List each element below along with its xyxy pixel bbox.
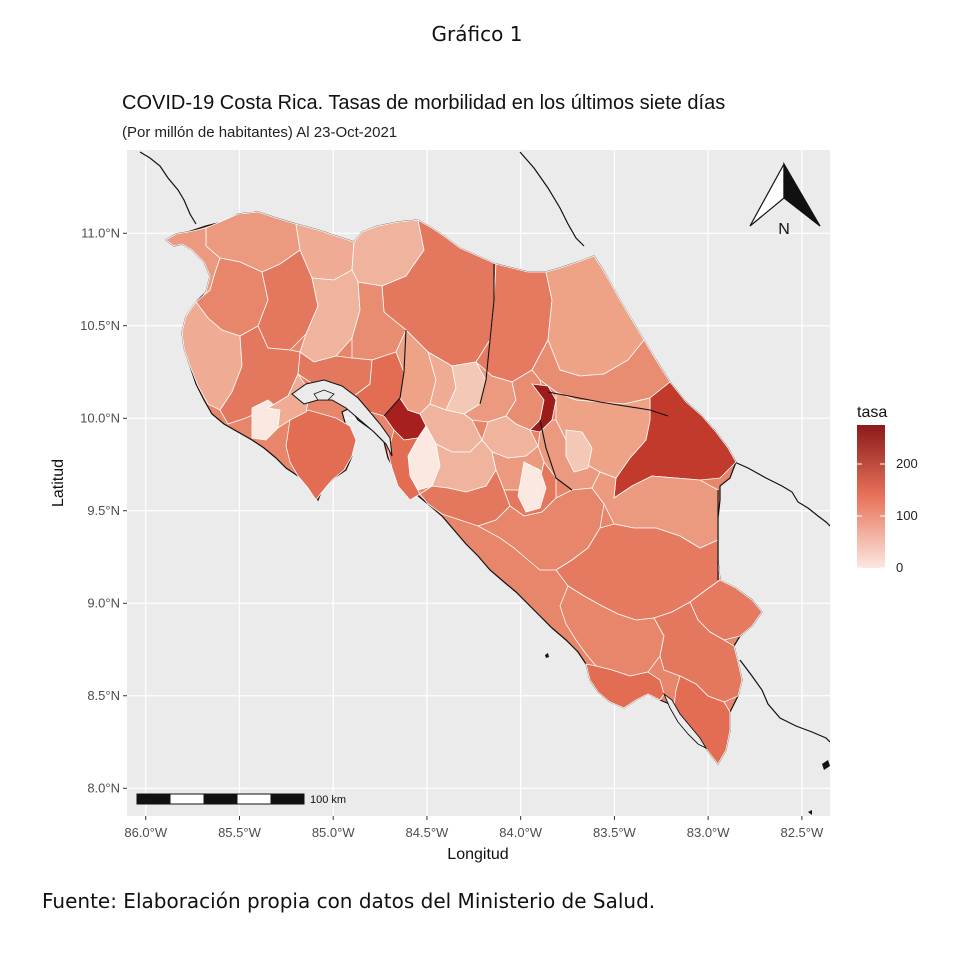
x-axis-ticks: 86.0°W 85.5°W 85.0°W 84.5°W 84.0°W 83.5°W 83.0…: [124, 816, 824, 840]
legend-tick-label-1: 100: [896, 508, 918, 523]
golfo-dulce: [662, 692, 708, 750]
scale-label: 100 km: [310, 794, 346, 806]
y-tick-label-5: 8.5°N: [87, 688, 120, 703]
scale-seg-2: [169, 793, 205, 805]
x-tick-label-7: 82.5°W: [780, 825, 824, 840]
y-axis-title: Latitud: [50, 459, 67, 507]
x-axis-title: Longitud: [447, 846, 508, 863]
legend-tick-label-0: 200: [896, 456, 918, 471]
x-tick-label-2: 85.0°W: [312, 825, 356, 840]
legend: tasa 200 100 0: [857, 404, 918, 575]
x-tick-label-3: 84.5°W: [406, 825, 450, 840]
scale-seg-1: [136, 793, 171, 805]
legend-title: tasa: [857, 404, 887, 421]
figure-caption: Gráfico 1: [431, 22, 523, 46]
scale-seg-3: [203, 793, 238, 805]
scale-seg-5: [270, 793, 305, 805]
scale-bar: 100 km: [136, 793, 346, 806]
chart-subtitle: (Por millón de habitantes) Al 23-Oct-202…: [122, 124, 398, 141]
region-dota: [517, 461, 547, 513]
legend-ticks: 200 100 0: [857, 456, 918, 575]
island-1: [545, 653, 549, 658]
nicoya-peninsula: [285, 409, 357, 501]
island-2: [822, 760, 830, 770]
province-border-east: [547, 391, 669, 417]
y-tick-label-1: 10.5°N: [80, 318, 120, 333]
y-axis-ticks: 11.0°N 10.5°N 10.0°N 9.5°N 9.0°N 8.5°N 8.0°N: [80, 225, 127, 795]
region-osa-peninsula: [585, 663, 665, 709]
panama-coastline-south: [739, 659, 830, 743]
chira-island: [313, 389, 335, 401]
region-jimenez: [565, 429, 593, 473]
scale-seg-4: [236, 793, 272, 805]
region-canas: [299, 269, 361, 363]
chart-title: COVID-19 Costa Rica. Tasas de morbilidad…: [122, 92, 726, 114]
region-golfito: [653, 601, 743, 703]
y-tick-label-2: 10.0°N: [80, 410, 120, 425]
legend-colorbar: [857, 425, 885, 568]
north-arrow-label: N: [778, 221, 790, 238]
region-parrita: [419, 469, 511, 527]
island-3: [808, 810, 812, 815]
nicaragua-coastline-east: [519, 151, 585, 247]
province-border-west: [383, 329, 407, 417]
x-tick-label-4: 84.0°W: [499, 825, 543, 840]
legend-tick-label-2: 0: [896, 560, 903, 575]
y-tick-label-6: 8.0°N: [87, 780, 120, 795]
nicaragua-coastline: [139, 151, 197, 225]
north-arrow-right: [783, 161, 821, 227]
region-aguirre: [477, 487, 605, 571]
x-tick-label-1: 85.5°W: [218, 825, 262, 840]
panama-coastline: [729, 459, 830, 527]
y-tick-label-4: 9.0°N: [87, 595, 120, 610]
province-border-carthago: [539, 419, 573, 491]
y-tick-label-0: 11.0°N: [81, 225, 120, 240]
region-nandayure: [266, 373, 311, 429]
y-tick-label-3: 9.5°N: [87, 503, 120, 518]
north-arrow: N: [749, 161, 821, 238]
x-tick-label-5: 83.5°W: [593, 825, 637, 840]
country-shapes: [139, 151, 830, 815]
figure-source: Fuente: Elaboración propia con datos del…: [42, 889, 656, 913]
province-border-center: [479, 264, 495, 405]
x-tick-label-6: 83.0°W: [687, 825, 731, 840]
cantones: [165, 211, 763, 765]
x-tick-label-0: 86.0°W: [124, 825, 168, 840]
